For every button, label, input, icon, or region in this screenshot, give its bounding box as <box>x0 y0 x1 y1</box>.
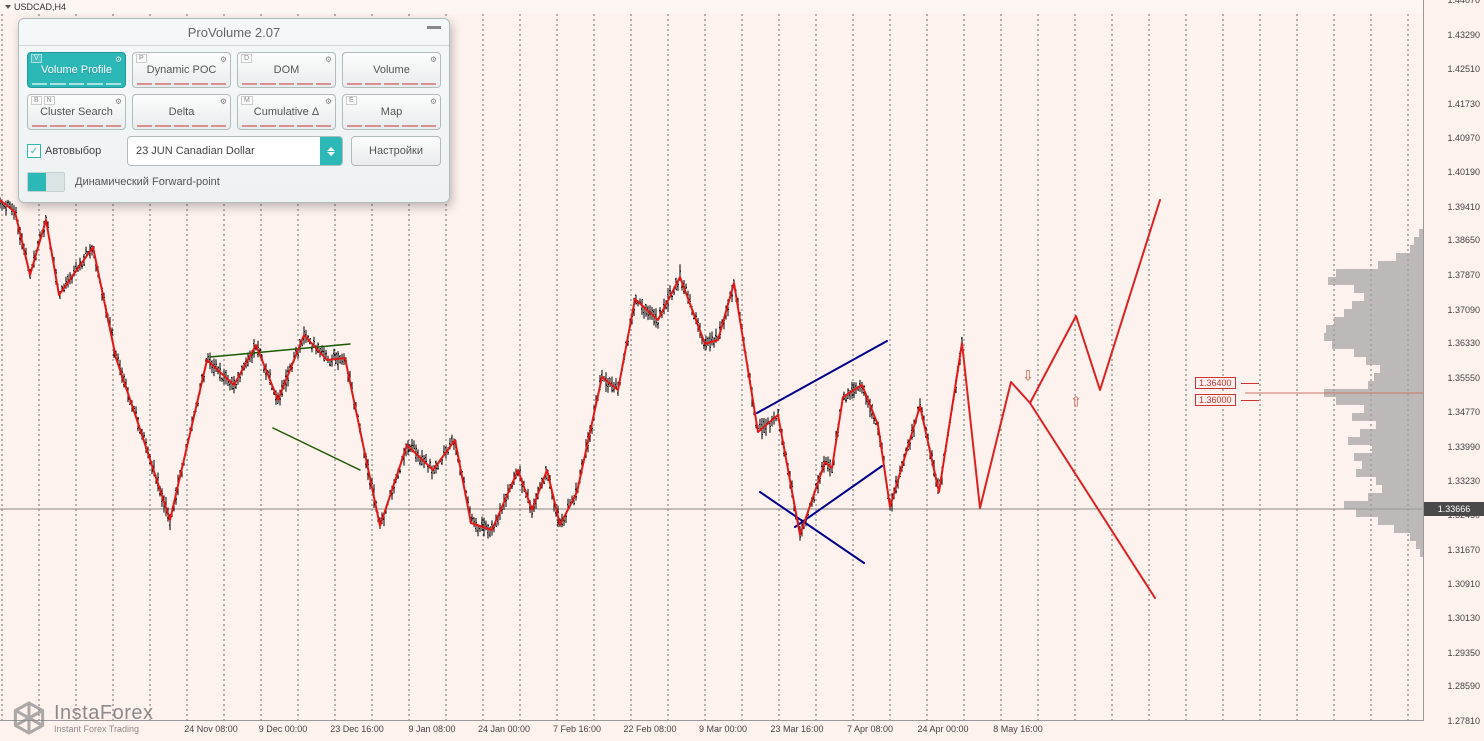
button-label: Volume Profile <box>41 64 112 76</box>
price-tick: 1.30130 <box>1447 613 1480 623</box>
button-label: Map <box>381 106 402 118</box>
forward-point-toggle[interactable] <box>27 172 65 192</box>
gear-icon[interactable]: ⚙ <box>325 97 332 106</box>
time-tick: 7 Apr 08:00 <box>847 724 893 734</box>
map-button[interactable]: E⚙Map <box>342 94 441 130</box>
price-tick: 1.30910 <box>1447 579 1480 589</box>
price-tick: 1.43290 <box>1447 30 1480 40</box>
logo-name: InstaForex <box>54 703 153 723</box>
cluster-search-button[interactable]: BN⚙Cluster Search <box>27 94 126 130</box>
price-tick: 1.40190 <box>1447 167 1480 177</box>
price-level: 1.36000 <box>1195 394 1236 406</box>
time-tick: 24 Jan 00:00 <box>478 724 530 734</box>
price-tick: 1.39410 <box>1447 202 1480 212</box>
time-tick: 8 May 16:00 <box>993 724 1043 734</box>
settings-label: Настройки <box>369 145 423 157</box>
arrow-down-icon: ⇩ <box>1022 368 1034 385</box>
cumulative--button[interactable]: M⚙Cumulative Δ <box>237 94 336 130</box>
time-tick: 9 Mar 00:00 <box>699 724 747 734</box>
forward-point-label: Динамический Forward-point <box>75 176 220 188</box>
price-tick: 1.33990 <box>1447 442 1480 452</box>
time-tick: 7 Feb 16:00 <box>553 724 601 734</box>
gear-icon[interactable]: ⚙ <box>220 97 227 106</box>
checkbox-icon: ✓ <box>27 144 41 158</box>
price-tick: 1.37090 <box>1447 305 1480 315</box>
current-price-badge: 1.33666 <box>1424 502 1484 516</box>
price-tick: 1.44070 <box>1447 0 1480 5</box>
dynamic-poc-button[interactable]: P⚙Dynamic POC <box>132 52 231 88</box>
gear-icon[interactable]: ⚙ <box>325 55 332 64</box>
time-tick: 23 Dec 16:00 <box>330 724 384 734</box>
settings-button[interactable]: Настройки <box>351 136 441 166</box>
time-tick: 24 Apr 00:00 <box>917 724 968 734</box>
price-tick: 1.33230 <box>1447 476 1480 486</box>
price-axis: 1.44070 1.43290 1.42510 1.41730 1.40970 1.401… <box>1423 0 1484 721</box>
button-label: Cluster Search <box>40 106 113 118</box>
price-tick: 1.41730 <box>1447 99 1480 109</box>
time-tick: 9 Dec 00:00 <box>259 724 308 734</box>
button-label: Cumulative Δ <box>254 106 319 118</box>
price-level-line <box>1241 400 1259 401</box>
price-tick: 1.34770 <box>1447 407 1480 417</box>
gear-icon[interactable]: ⚙ <box>115 97 122 106</box>
price-tick: 1.28590 <box>1447 681 1480 691</box>
arrow-up-icon: ⇧ <box>1070 394 1082 411</box>
instrument-select[interactable]: 23 JUN Canadian Dollar <box>127 136 343 166</box>
delta-button[interactable]: ⚙ Delta <box>132 94 231 130</box>
gear-icon[interactable]: ⚙ <box>220 55 227 64</box>
panel-title: ProVolume 2.07 <box>188 25 281 40</box>
time-axis: 24 Nov 08:00 9 Dec 00:00 23 Dec 16:00 9 Jan… <box>0 720 1424 741</box>
panel-titlebar[interactable]: ProVolume 2.07 <box>19 19 449 46</box>
autochoose-checkbox[interactable]: ✓ Автовыбор <box>27 144 119 158</box>
price-tick: 1.36330 <box>1447 338 1480 348</box>
button-label: Delta <box>169 106 195 118</box>
logo-icon <box>12 701 46 735</box>
price-tick: 1.42510 <box>1447 64 1480 74</box>
gear-icon[interactable]: ⚙ <box>115 55 122 64</box>
price-tick: 1.37870 <box>1447 270 1480 280</box>
gear-icon[interactable]: ⚙ <box>430 55 437 64</box>
provolume-panel[interactable]: ProVolume 2.07 V⚙Volume ProfileP⚙Dynamic… <box>18 18 450 203</box>
price-tick: 1.40970 <box>1447 133 1480 143</box>
button-label: Dynamic POC <box>147 64 217 76</box>
spinner-icon[interactable] <box>320 137 342 165</box>
price-level-line <box>1241 383 1259 384</box>
button-label: Volume <box>373 64 410 76</box>
watermark-logo: InstaForex Instant Forex Trading <box>12 701 153 735</box>
logo-tagline: Instant Forex Trading <box>54 725 153 734</box>
instrument-value: 23 JUN Canadian Dollar <box>136 145 255 157</box>
time-tick: 23 Mar 16:00 <box>770 724 823 734</box>
price-tick: 1.35550 <box>1447 373 1480 383</box>
price-tick: 1.29350 <box>1447 648 1480 658</box>
minimize-icon[interactable] <box>427 26 441 29</box>
gear-icon[interactable]: ⚙ <box>430 97 437 106</box>
button-label: DOM <box>274 64 300 76</box>
price-tick: 1.27810 <box>1447 716 1480 726</box>
trading-chart[interactable]: USDCAD,H4 1.440701.432901.425101.417301.… <box>0 0 1484 741</box>
price-level: 1.36400 <box>1195 377 1236 389</box>
price-tick: 1.38650 <box>1447 235 1480 245</box>
volume-button[interactable]: ⚙ Volume <box>342 52 441 88</box>
price-tick: 1.31670 <box>1447 545 1480 555</box>
autochoose-label: Автовыбор <box>45 145 101 157</box>
dom-button[interactable]: D⚙DOM <box>237 52 336 88</box>
volume-profile-button[interactable]: V⚙Volume Profile <box>27 52 126 88</box>
time-tick: 9 Jan 08:00 <box>408 724 455 734</box>
time-tick: 22 Feb 08:00 <box>623 724 676 734</box>
time-tick: 24 Nov 08:00 <box>184 724 238 734</box>
